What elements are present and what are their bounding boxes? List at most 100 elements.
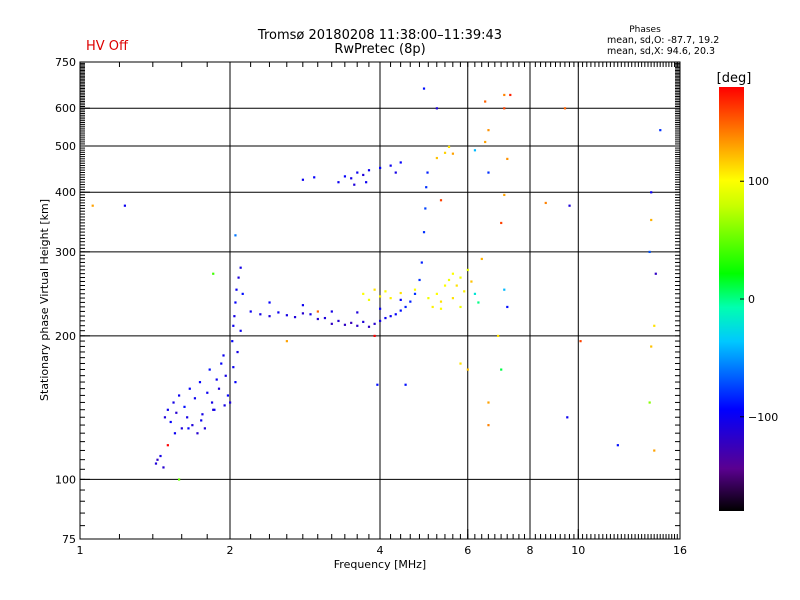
- data-point: [237, 276, 240, 279]
- data-point: [568, 204, 571, 207]
- data-points: [91, 87, 662, 481]
- data-point: [506, 157, 509, 161]
- y-tick-label: 75: [62, 533, 76, 546]
- y-tick-label: 500: [55, 140, 76, 153]
- data-point: [648, 401, 651, 404]
- data-point: [210, 401, 214, 404]
- data-point: [186, 416, 189, 419]
- data-point: [413, 292, 417, 295]
- data-point: [183, 405, 186, 408]
- data-point: [249, 310, 252, 313]
- data-point: [404, 383, 407, 386]
- data-point: [229, 401, 232, 404]
- data-point: [653, 324, 656, 327]
- data-point: [233, 315, 236, 318]
- data-point: [566, 416, 569, 419]
- colorbar-ticks: 100 0 −100: [740, 175, 778, 424]
- data-point: [206, 391, 209, 394]
- data-point: [259, 313, 262, 316]
- data-point: [226, 394, 230, 397]
- data-point: [439, 199, 443, 202]
- data-point: [443, 284, 447, 287]
- data-point: [379, 307, 382, 310]
- data-point: [435, 292, 438, 295]
- data-point: [232, 324, 235, 327]
- colorbar-tick-label: −100: [748, 411, 778, 424]
- data-point: [616, 444, 619, 447]
- data-point: [173, 432, 177, 435]
- data-point: [175, 411, 178, 414]
- data-point: [169, 420, 172, 424]
- data-point: [337, 181, 340, 184]
- stats-o-mode: mean, sd,O: -87.7, 19.2: [607, 35, 719, 46]
- x-tick-label: 10: [571, 544, 585, 557]
- data-point: [323, 316, 327, 320]
- data-point: [301, 178, 305, 181]
- data-point: [463, 290, 466, 293]
- stats-x-mode: mean, sd,X: 94.6, 20.3: [607, 46, 715, 57]
- data-point: [193, 397, 197, 400]
- data-point: [166, 444, 169, 447]
- data-point: [373, 322, 376, 325]
- data-point: [466, 268, 469, 272]
- data-point: [223, 404, 226, 407]
- chart-subtitle: RwPretec (8p): [334, 42, 425, 57]
- stats-heading: Phases: [629, 25, 661, 35]
- data-point: [503, 193, 506, 197]
- data-point: [172, 401, 175, 404]
- data-point: [367, 169, 371, 172]
- data-point: [316, 310, 319, 313]
- data-point: [650, 191, 653, 194]
- data-point: [367, 298, 371, 301]
- data-point: [379, 295, 382, 298]
- data-point: [399, 309, 402, 312]
- data-point: [213, 408, 216, 411]
- data-point: [426, 171, 429, 174]
- data-point: [234, 234, 237, 237]
- data-point: [394, 171, 397, 174]
- data-point: [654, 272, 657, 275]
- data-point: [399, 298, 402, 301]
- data-point: [162, 466, 165, 469]
- data-point: [424, 207, 427, 210]
- data-point: [222, 354, 225, 357]
- x-tick-label: 2: [227, 544, 234, 557]
- data-point: [234, 381, 237, 384]
- x-axis-ticks: 1 2 4 6 8 10 16: [77, 529, 687, 557]
- data-point: [459, 305, 462, 309]
- data-point: [389, 164, 392, 167]
- data-point: [187, 427, 190, 430]
- data-point: [362, 292, 365, 295]
- data-point: [427, 297, 430, 300]
- data-point: [188, 387, 191, 390]
- data-point: [439, 300, 443, 303]
- data-point: [196, 432, 199, 435]
- data-point: [200, 419, 203, 422]
- data-point: [350, 177, 353, 180]
- data-point: [487, 424, 490, 427]
- data-point: [217, 387, 221, 390]
- data-point: [500, 221, 503, 225]
- data-point: [487, 401, 490, 404]
- data-point: [579, 340, 582, 343]
- data-point: [241, 292, 244, 295]
- data-point: [163, 416, 167, 419]
- x-tick-label: 16: [673, 544, 687, 557]
- data-point: [356, 171, 359, 174]
- x-axis-label: Frequency [MHz]: [334, 558, 426, 571]
- data-point: [563, 107, 567, 110]
- data-point: [285, 340, 288, 343]
- data-point: [373, 288, 376, 291]
- data-point: [373, 334, 376, 338]
- data-point: [500, 368, 503, 371]
- data-point: [350, 321, 353, 324]
- y-tick-label: 300: [55, 246, 76, 259]
- data-point: [362, 320, 365, 323]
- data-point: [239, 266, 242, 269]
- data-point: [316, 317, 319, 321]
- data-point: [451, 297, 455, 300]
- data-point: [362, 173, 365, 177]
- data-point: [356, 324, 359, 327]
- data-point: [91, 204, 94, 207]
